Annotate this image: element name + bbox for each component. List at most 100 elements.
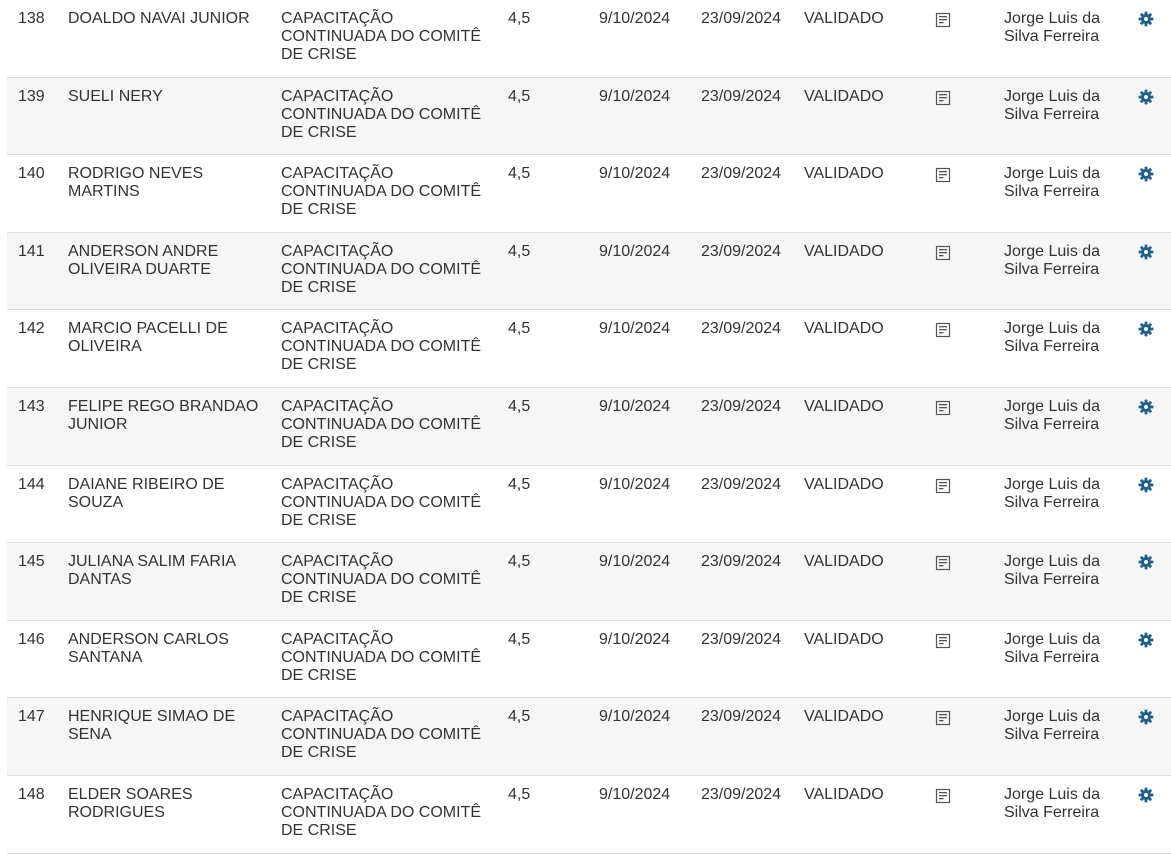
- document-icon[interactable]: [935, 322, 955, 340]
- course-name: CAPACITAÇÃO CONTINUADA DO COMITÊ DE CRIS…: [281, 708, 482, 762]
- document-icon[interactable]: [935, 478, 955, 496]
- row-id: 145: [18, 553, 45, 571]
- table-row: 146 ANDERSON CARLOS SANTANA CAPACITAÇÃO …: [7, 621, 1171, 699]
- course-name: CAPACITAÇÃO CONTINUADA DO COMITÊ DE CRIS…: [281, 553, 482, 607]
- responsible-name: Jorge Luis da Silva Ferreira: [1004, 785, 1101, 821]
- row-id: 143: [18, 397, 45, 415]
- records-table: 138 DOALDO NAVAI JUNIOR CAPACITAÇÃO CONT…: [7, 0, 1171, 854]
- start-date: 9/10/2024: [599, 708, 671, 726]
- end-date: 23/09/2024: [701, 320, 782, 338]
- row-id: 146: [18, 630, 45, 648]
- document-icon[interactable]: [935, 12, 955, 30]
- course-hours: 4,5: [508, 165, 531, 183]
- document-icon[interactable]: [935, 633, 955, 651]
- document-icon[interactable]: [935, 167, 955, 185]
- start-date: 9/10/2024: [599, 10, 671, 27]
- responsible-name: Jorge Luis da Silva Ferreira: [1004, 475, 1101, 511]
- table-row: 140 RODRIGO NEVES MARTINS CAPACITAÇÃO CO…: [7, 155, 1171, 233]
- document-icon[interactable]: [935, 90, 955, 108]
- row-id: 142: [18, 320, 45, 338]
- participant-name: HENRIQUE SIMAO DE SENA: [68, 708, 236, 744]
- status-label: VALIDADO: [804, 553, 884, 571]
- start-date: 9/10/2024: [599, 785, 671, 803]
- end-date: 23/09/2024: [701, 242, 782, 260]
- course-name: CAPACITAÇÃO CONTINUADA DO COMITÊ DE CRIS…: [281, 475, 482, 529]
- participant-name: SUELI NERY: [68, 87, 163, 105]
- course-hours: 4,5: [508, 10, 531, 27]
- end-date: 23/09/2024: [701, 630, 782, 648]
- course-hours: 4,5: [508, 475, 531, 493]
- end-date: 23/09/2024: [701, 87, 782, 105]
- status-label: VALIDADO: [804, 785, 884, 803]
- table-row: 147 HENRIQUE SIMAO DE SENA CAPACITAÇÃO C…: [7, 698, 1171, 776]
- participant-name: DAIANE RIBEIRO DE SOUZA: [68, 475, 225, 511]
- participant-name: ANDERSON CARLOS SANTANA: [68, 630, 229, 666]
- gear-icon[interactable]: [1138, 321, 1154, 337]
- course-hours: 4,5: [508, 320, 531, 338]
- end-date: 23/09/2024: [701, 785, 782, 803]
- end-date: 23/09/2024: [701, 165, 782, 183]
- end-date: 23/09/2024: [701, 475, 782, 493]
- gear-icon[interactable]: [1138, 244, 1154, 260]
- gear-icon[interactable]: [1138, 399, 1154, 415]
- start-date: 9/10/2024: [599, 165, 671, 183]
- gear-icon[interactable]: [1138, 477, 1154, 493]
- row-id: 140: [18, 165, 45, 183]
- participant-name: MARCIO PACELLI DE OLIVEIRA: [68, 320, 228, 356]
- responsible-name: Jorge Luis da Silva Ferreira: [1004, 397, 1101, 433]
- status-label: VALIDADO: [804, 242, 884, 260]
- gear-icon[interactable]: [1138, 709, 1154, 725]
- start-date: 9/10/2024: [599, 553, 671, 571]
- gear-icon[interactable]: [1138, 11, 1154, 27]
- end-date: 23/09/2024: [701, 10, 782, 27]
- course-hours: 4,5: [508, 785, 531, 803]
- course-name: CAPACITAÇÃO CONTINUADA DO COMITÊ DE CRIS…: [281, 242, 482, 296]
- participant-name: JULIANA SALIM FARIA DANTAS: [68, 553, 236, 589]
- document-icon[interactable]: [935, 555, 955, 573]
- document-icon[interactable]: [935, 400, 955, 418]
- row-id: 148: [18, 785, 45, 803]
- gear-icon[interactable]: [1138, 632, 1154, 648]
- responsible-name: Jorge Luis da Silva Ferreira: [1004, 242, 1101, 278]
- table-row: 142 MARCIO PACELLI DE OLIVEIRA CAPACITAÇ…: [7, 310, 1171, 388]
- participant-name: DOALDO NAVAI JUNIOR: [68, 10, 250, 27]
- course-hours: 4,5: [508, 630, 531, 648]
- responsible-name: Jorge Luis da Silva Ferreira: [1004, 630, 1101, 666]
- status-label: VALIDADO: [804, 708, 884, 726]
- course-name: CAPACITAÇÃO CONTINUADA DO COMITÊ DE CRIS…: [281, 397, 482, 451]
- start-date: 9/10/2024: [599, 87, 671, 105]
- participant-name: FELIPE REGO BRANDAO JUNIOR: [68, 397, 259, 433]
- participant-name: RODRIGO NEVES MARTINS: [68, 165, 204, 201]
- end-date: 23/09/2024: [701, 708, 782, 726]
- row-id: 141: [18, 242, 45, 260]
- end-date: 23/09/2024: [701, 397, 782, 415]
- start-date: 9/10/2024: [599, 320, 671, 338]
- course-hours: 4,5: [508, 397, 531, 415]
- row-id: 138: [18, 10, 45, 27]
- end-date: 23/09/2024: [701, 553, 782, 571]
- course-name: CAPACITAÇÃO CONTINUADA DO COMITÊ DE CRIS…: [281, 87, 482, 141]
- gear-icon[interactable]: [1138, 166, 1154, 182]
- status-label: VALIDADO: [804, 475, 884, 493]
- course-hours: 4,5: [508, 87, 531, 105]
- row-id: 139: [18, 87, 45, 105]
- table-row: 139 SUELI NERY CAPACITAÇÃO CONTINUADA DO…: [7, 77, 1171, 156]
- course-name: CAPACITAÇÃO CONTINUADA DO COMITÊ DE CRIS…: [281, 10, 482, 63]
- document-icon[interactable]: [935, 245, 955, 263]
- table-row: 143 FELIPE REGO BRANDAO JUNIOR CAPACITAÇ…: [7, 387, 1171, 466]
- document-icon[interactable]: [935, 710, 955, 728]
- gear-icon[interactable]: [1138, 89, 1154, 105]
- table-row: 141 ANDERSON ANDRE OLIVEIRA DUARTE CAPAC…: [7, 232, 1171, 311]
- course-hours: 4,5: [508, 708, 531, 726]
- start-date: 9/10/2024: [599, 397, 671, 415]
- gear-icon[interactable]: [1138, 554, 1154, 570]
- row-id: 147: [18, 708, 45, 726]
- responsible-name: Jorge Luis da Silva Ferreira: [1004, 10, 1101, 45]
- course-hours: 4,5: [508, 553, 531, 571]
- gear-icon[interactable]: [1138, 787, 1154, 803]
- document-icon[interactable]: [935, 788, 955, 806]
- course-name: CAPACITAÇÃO CONTINUADA DO COMITÊ DE CRIS…: [281, 630, 482, 684]
- row-id: 144: [18, 475, 45, 493]
- status-label: VALIDADO: [804, 320, 884, 338]
- responsible-name: Jorge Luis da Silva Ferreira: [1004, 708, 1101, 744]
